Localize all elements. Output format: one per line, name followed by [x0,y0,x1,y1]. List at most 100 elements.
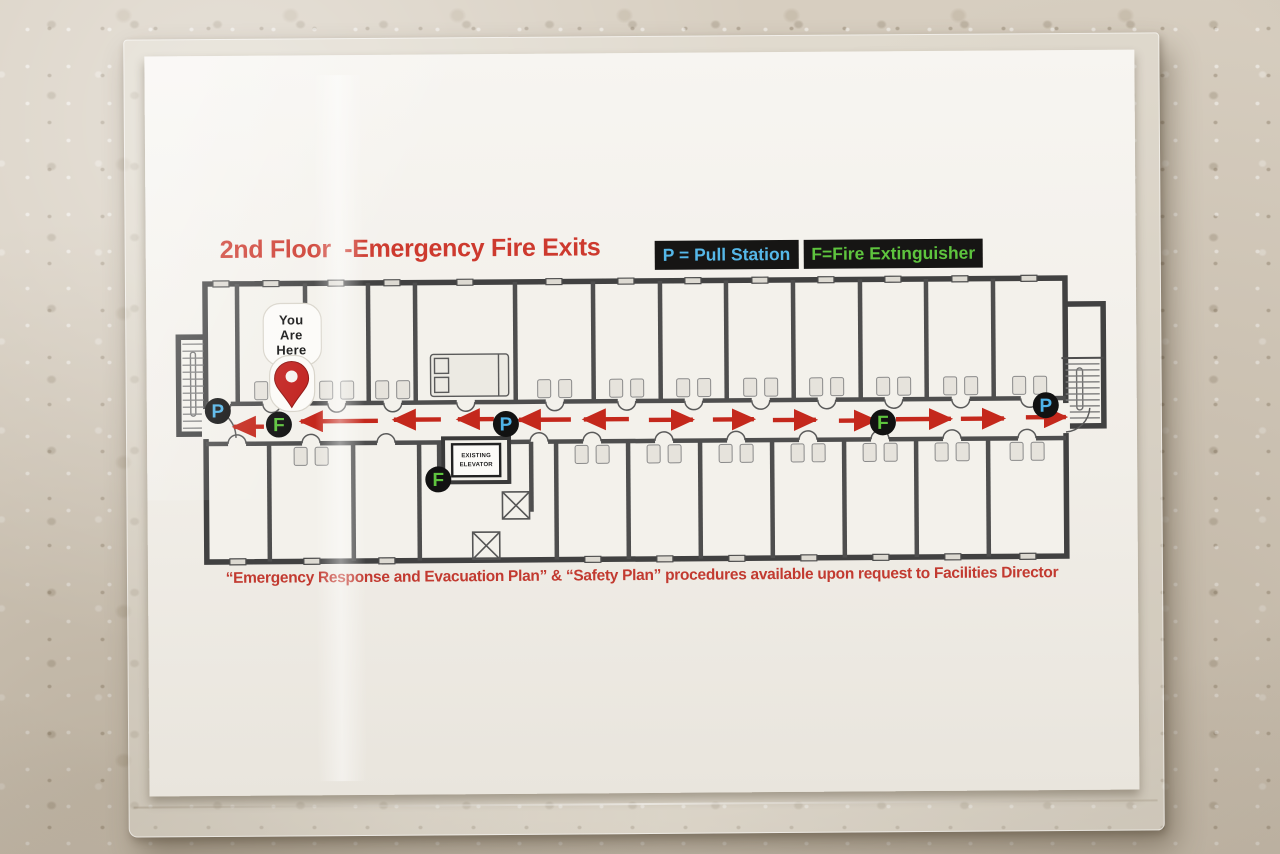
bathroom-fixture [1033,375,1048,395]
window [751,276,769,284]
shaft-x-box [501,490,531,520]
door-swing-arc [817,399,837,410]
room-partition [857,279,864,400]
room-partitions [234,278,997,562]
room-partition [923,279,930,400]
bathroom-fixture [809,377,824,397]
window [1019,552,1037,560]
window [800,554,818,562]
bed [429,353,510,398]
bathroom-fixture [293,446,308,466]
window [884,275,902,283]
room-partition [913,439,920,558]
bathroom-fixture [375,380,390,400]
bathroom-fixture [697,378,712,398]
bathroom-fixture [811,443,826,463]
you-are-here-sticker: You Are Here [262,302,322,413]
window [456,278,474,286]
bathroom-fixture [396,380,411,400]
bathroom-fixture [790,443,805,463]
bathroom-fixture [558,379,573,399]
pull-station-icon [492,410,519,437]
bathroom-fixture [876,376,891,396]
room-partition [723,280,730,401]
room-partition [657,280,664,401]
bathroom-fixture [574,444,589,464]
pull-station-icon [204,397,231,424]
elevator-label-line2: ELEVATOR [460,462,494,468]
elevator-label-line1: EXISTING [461,453,491,459]
room-partition [625,441,632,560]
bathroom-fixture [340,380,355,400]
fire-extinguisher-marker: F [265,411,292,438]
door-swing-arc [726,430,746,441]
room-partition [512,281,519,402]
pull-station-letter: P [1039,396,1052,417]
room-partition [769,440,776,559]
fire-extinguisher-icon [265,411,292,438]
fire-extinguisher-letter: F [273,415,285,436]
door-swing-arc [751,400,771,410]
window [617,277,635,285]
bathroom-fixture [897,376,912,396]
pull-station-marker: P [1032,392,1059,419]
pull-station-marker: P [204,397,231,424]
bathroom-fixture [1030,441,1045,461]
door-swing-arc [327,403,347,413]
bathroom-fixture [743,377,758,397]
legend: P = Pull Station F=Fire Extinguisher [654,238,984,270]
pull-station-letter: P [500,414,513,435]
evacuation-arrows [231,406,1069,438]
window [262,279,280,288]
bathroom-fixture [955,442,970,462]
bathroom-fixture [1012,375,1027,395]
fire-extinguisher-marker: F [869,409,896,436]
bathroom-fixture [609,378,624,398]
you-are-here-line2: Are [280,327,303,342]
location-pin-icon [274,360,310,409]
door-swing-arc [951,398,971,409]
you-are-here-line1: You [279,312,304,327]
door-swing-arc [1017,428,1037,439]
bathroom-fixture [646,444,661,464]
pull-station-marker: P [492,410,519,437]
room-partition [234,283,241,404]
bathroom-fixture [1009,441,1024,461]
bathroom-fixture [667,444,682,464]
sign-title: 2nd Floor -Emergency Fire Exits [219,233,601,264]
window [383,279,401,287]
legend-fire-extinguisher: F=Fire Extinguisher [803,238,984,269]
room-partition [790,279,797,400]
door-swing-arc [301,433,321,444]
window [951,275,969,283]
elevator: EXISTING ELEVATOR [441,435,512,485]
window [378,557,396,565]
bathroom-fixture [314,446,329,466]
you-are-here-line3: Here [276,342,306,357]
laminate-crease [133,799,1158,809]
bathroom-fixture [883,442,898,462]
window [656,555,674,563]
fire-extinguisher-icon [425,466,452,493]
fire-extinguisher-letter: F [432,470,444,491]
bathroom-fixture [676,378,691,398]
room-partition [697,440,704,559]
room-partition [553,441,560,560]
window [327,279,345,287]
bathroom-fixture [319,380,334,400]
window [303,557,321,565]
bathroom-fixture [943,376,958,396]
legend-pull-station: P = Pull Station [654,239,799,270]
room-partition [990,278,997,399]
door-swing-arc [617,400,637,411]
bathroom-fixture [764,377,779,397]
room-partition [985,438,992,557]
fire-extinguisher-marker: F [425,466,452,493]
room-partition [412,282,419,403]
stair-treads [182,343,1100,429]
pull-station-icon [1032,392,1059,419]
bathroom-fixture [739,443,754,463]
bathroom-fixture [830,377,845,397]
